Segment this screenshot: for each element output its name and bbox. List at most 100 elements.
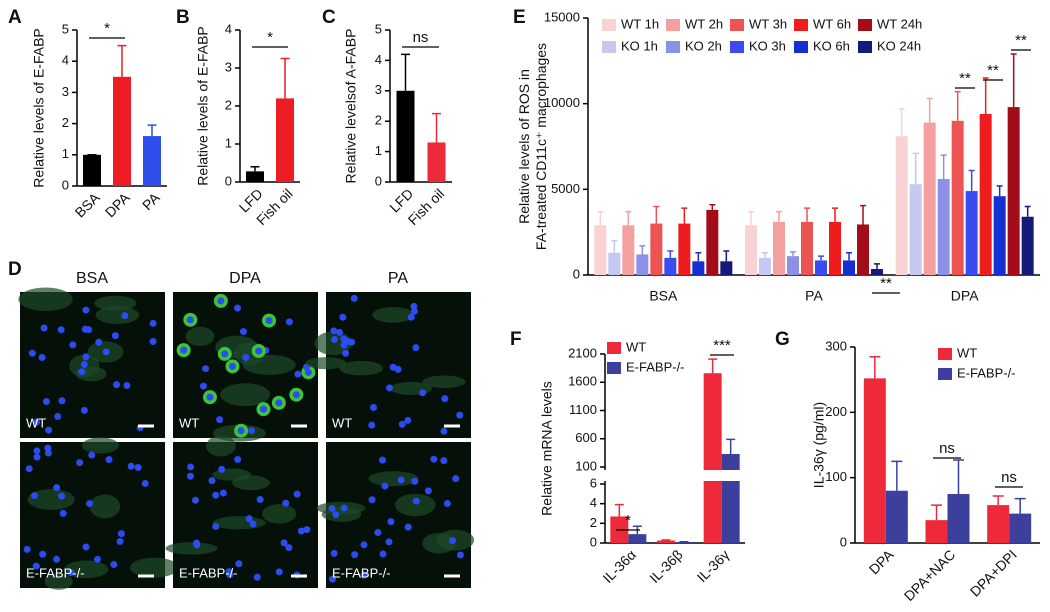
cell-nucleus (24, 546, 31, 553)
error-bar (891, 461, 902, 490)
cell-nucleus (26, 465, 33, 472)
cell-nucleus (58, 326, 65, 333)
bar (83, 155, 101, 186)
legend-label: WT 6h (813, 16, 851, 31)
cell-nucleus (452, 475, 459, 482)
cell-nucleus (374, 529, 381, 536)
y-tick-label: 100 (575, 458, 597, 473)
bar (397, 91, 415, 182)
cell-body (130, 558, 179, 578)
cell-nucleus (58, 493, 65, 500)
legend-swatch (730, 19, 744, 31)
y-axis-label: FA-treated CD11c⁺ macrophages (533, 43, 549, 250)
bar (843, 260, 855, 275)
y-tick-label: 3 (62, 84, 69, 99)
significance-label: * (104, 20, 110, 37)
legend-swatch (938, 348, 952, 360)
x-tick-label: IL-36β (646, 546, 686, 586)
bar (650, 224, 662, 275)
cell-nucleus (254, 574, 261, 581)
cell-nucleus (180, 347, 187, 354)
cell-nucleus (208, 477, 215, 484)
row-label: E-FABP-/- (26, 565, 85, 580)
error-bar (931, 505, 942, 520)
error-bar (695, 253, 701, 262)
cell-nucleus (60, 510, 67, 517)
cell-nucleus (39, 551, 46, 558)
legend-swatch (858, 41, 872, 53)
y-tick-label: 5 (375, 21, 382, 36)
cell-nucleus (85, 326, 92, 333)
cell-nucleus (440, 457, 447, 464)
cell-nucleus (275, 399, 282, 406)
cell-nucleus (216, 416, 223, 423)
cell-nucleus (123, 382, 130, 389)
y-tick-label: 2 (590, 515, 597, 530)
error-bar (997, 186, 1003, 196)
significance-label: ns (413, 29, 429, 46)
error-bar (653, 206, 659, 223)
x-tick-label: DPA+NAC (901, 546, 959, 604)
error-bar (1015, 499, 1026, 514)
cell-nucleus (399, 421, 406, 428)
cell-nucleus (41, 324, 48, 331)
cell-body (90, 494, 121, 518)
cell-body (395, 494, 436, 516)
cell-nucleus (193, 539, 200, 546)
error-bar (1025, 206, 1031, 216)
cell-nucleus (248, 427, 255, 434)
cell-nucleus (342, 350, 349, 357)
error-bar (955, 92, 961, 121)
error-bar (681, 208, 687, 223)
error-bar (874, 264, 880, 269)
cell-nucleus (412, 344, 419, 351)
panel-label: A (8, 7, 22, 28)
cell-nucleus (440, 428, 447, 435)
legend-label: WT 3h (749, 16, 787, 31)
cell-body (206, 436, 236, 457)
bar (622, 225, 634, 275)
significance-label: ** (987, 62, 999, 79)
significance-label: * (625, 512, 631, 529)
cell-nucleus (94, 556, 101, 563)
cell-nucleus (331, 550, 338, 557)
y-tick-label: 3 (375, 82, 382, 97)
error-bar (251, 167, 260, 172)
cell-nucleus (282, 500, 289, 507)
legend-swatch (666, 41, 680, 53)
cell-nucleus (294, 491, 301, 498)
bar (143, 136, 161, 186)
cell-nucleus (351, 295, 358, 302)
y-tick-label: 1 (225, 135, 232, 150)
cell-nucleus (368, 422, 375, 429)
legend-swatch (938, 368, 952, 380)
cell-nucleus (212, 492, 219, 499)
x-tick-label: BSA (72, 189, 104, 221)
error-bar (790, 252, 796, 256)
y-tick-label: 2100 (568, 345, 597, 360)
cell-nucleus (246, 515, 253, 522)
y-tick-label: 4 (62, 53, 69, 68)
cell-nucleus (128, 463, 135, 470)
cell-body (262, 504, 296, 524)
bar (276, 98, 294, 182)
panel-label: C (322, 7, 336, 28)
cell-nucleus (34, 454, 41, 461)
y-tick-label: 600 (575, 430, 597, 445)
cell-body (372, 307, 414, 323)
error-bar (941, 155, 947, 179)
x-tick-label: DPA (866, 546, 897, 577)
legend-label: WT 2h (685, 16, 723, 31)
bar (636, 254, 648, 275)
bar (428, 142, 446, 182)
row-label: WT (26, 415, 46, 430)
cell-nucleus (449, 537, 456, 544)
cell-body (82, 437, 119, 453)
legend-swatch (666, 19, 680, 31)
y-tick-label: 0 (590, 534, 597, 549)
y-tick-label: 2 (375, 113, 382, 128)
cell-nucleus (386, 538, 393, 545)
cell-nucleus (380, 550, 387, 557)
cell-nucleus (44, 445, 51, 452)
y-tick-label: 0 (573, 266, 580, 281)
